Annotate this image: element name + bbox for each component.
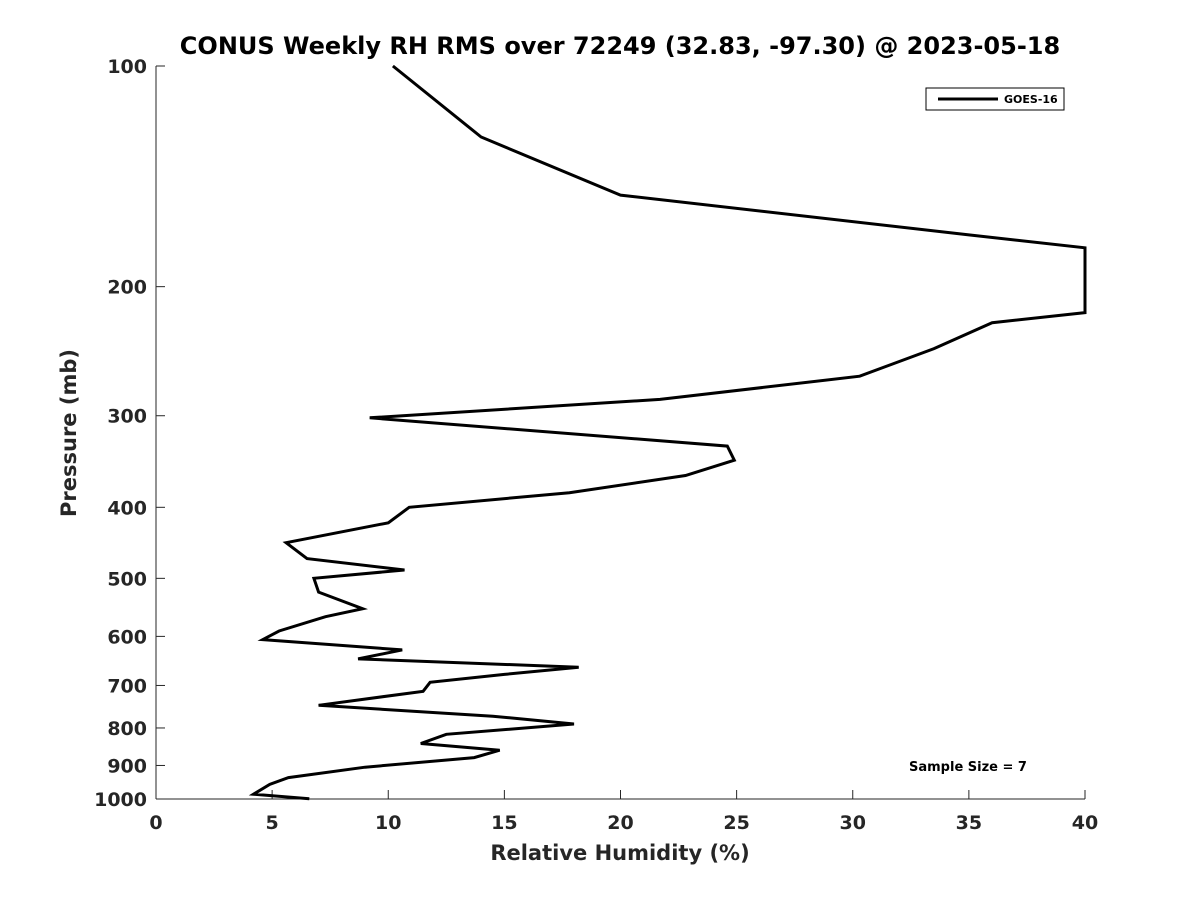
x-tick-label: 30	[840, 812, 866, 834]
x-tick-label: 25	[723, 812, 749, 834]
x-axis-label: Relative Humidity (%)	[490, 841, 749, 865]
y-axis-label: Pressure (mb)	[57, 349, 81, 517]
y-tick-label: 400	[107, 497, 147, 519]
chart-title: CONUS Weekly RH RMS over 72249 (32.83, -…	[180, 32, 1060, 60]
plot-area: 0 5 10 15 20 25 30 35 40 100 200 300 400 500 600 700 800…	[94, 56, 1098, 834]
y-tick-label: 700	[107, 675, 147, 697]
y-tick-label: 900	[107, 755, 147, 777]
x-tick-label: 5	[266, 812, 279, 834]
legend: GOES-16	[925, 87, 1065, 111]
y-tick-label: 600	[107, 626, 147, 648]
x-tick-label: 40	[1072, 812, 1098, 834]
legend-entry-goes-16: GOES-16	[1004, 93, 1058, 106]
x-tick-label: 10	[375, 812, 401, 834]
x-tick-label: 20	[607, 812, 633, 834]
y-tick-label: 500	[107, 568, 147, 590]
y-tick-label: 200	[107, 277, 147, 299]
x-tick-label: 35	[956, 812, 982, 834]
x-tick-label: 15	[491, 812, 517, 834]
y-tick-label: 800	[107, 718, 147, 740]
sample-size-annotation: Sample Size = 7	[909, 760, 1027, 775]
series-line-goes-16	[248, 64, 1087, 801]
x-tick-label: 0	[149, 812, 162, 834]
y-tick-label: 300	[107, 406, 147, 428]
y-tick-label: 100	[107, 56, 147, 78]
y-tick-label: 1000	[94, 789, 147, 811]
